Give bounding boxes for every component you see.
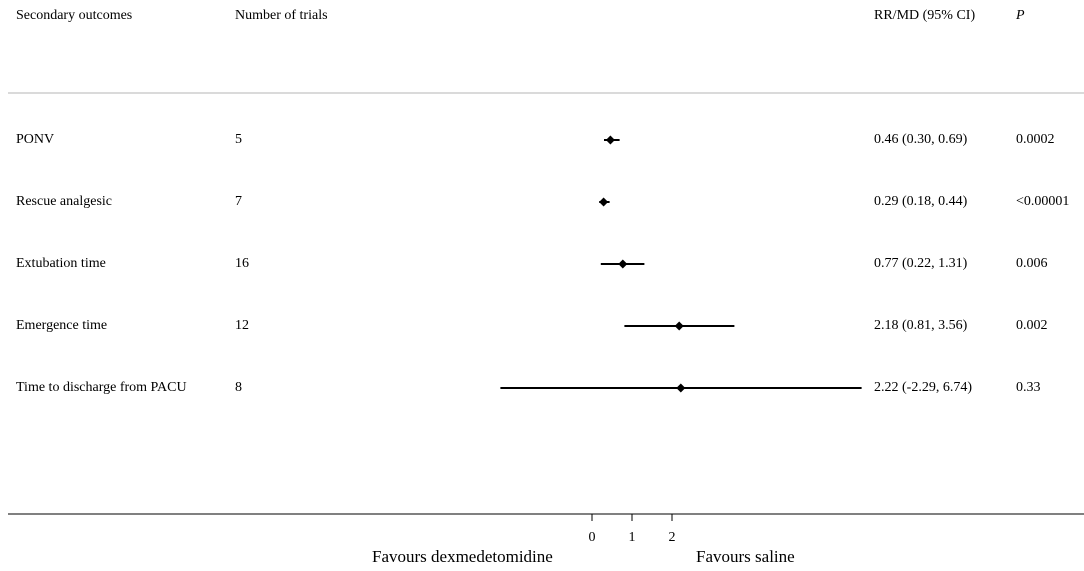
trials-count: 5 <box>235 132 242 147</box>
outcome-label: Rescue analgesic <box>16 194 113 209</box>
estimate-marker-extubation-time <box>618 259 628 269</box>
forest-marks <box>500 135 862 393</box>
outcome-label: PONV <box>16 132 55 147</box>
outcome-label: Time to discharge from PACU <box>16 380 187 395</box>
estimate-marker-ponv <box>605 135 615 145</box>
x-axis-ticks: 0 1 2 <box>589 514 676 545</box>
p-value: <0.00001 <box>1016 194 1070 209</box>
estimate-marker-emergence-time <box>674 321 684 331</box>
estimate-text: 0.77 (0.22, 1.31) <box>874 256 968 271</box>
header-p: P <box>1016 8 1025 23</box>
p-value: 0.006 <box>1016 256 1048 271</box>
p-value: 0.33 <box>1016 380 1041 395</box>
estimate-marker-time-to-discharge-from-pacu <box>676 383 686 393</box>
trials-count: 12 <box>235 318 249 333</box>
trials-count: 7 <box>235 194 242 209</box>
estimate-text: 0.46 (0.30, 0.69) <box>874 132 968 147</box>
favours-left-label: Favours dexmedetomidine <box>372 547 553 566</box>
x-tick-label: 0 <box>589 530 596 545</box>
trials-count: 16 <box>235 256 249 271</box>
estimate-marker-rescue-analgesic <box>599 197 609 207</box>
x-tick-label: 1 <box>629 530 636 545</box>
favours-right-label: Favours saline <box>696 547 795 566</box>
x-tick-label: 2 <box>669 530 676 545</box>
outcome-label: Extubation time <box>16 256 106 271</box>
trials-count: 8 <box>235 380 242 395</box>
estimate-text: 0.29 (0.18, 0.44) <box>874 194 968 209</box>
header-outcome: Secondary outcomes <box>16 8 133 23</box>
header-estimate: RR/MD (95% CI) <box>874 8 976 23</box>
p-value: 0.0002 <box>1016 132 1055 147</box>
outcome-label: Emergence time <box>16 318 108 333</box>
estimate-text: 2.22 (-2.29, 6.74) <box>874 380 972 395</box>
estimate-text: 2.18 (0.81, 3.56) <box>874 318 968 333</box>
p-value: 0.002 <box>1016 318 1048 333</box>
header-trials: Number of trials <box>235 8 328 23</box>
